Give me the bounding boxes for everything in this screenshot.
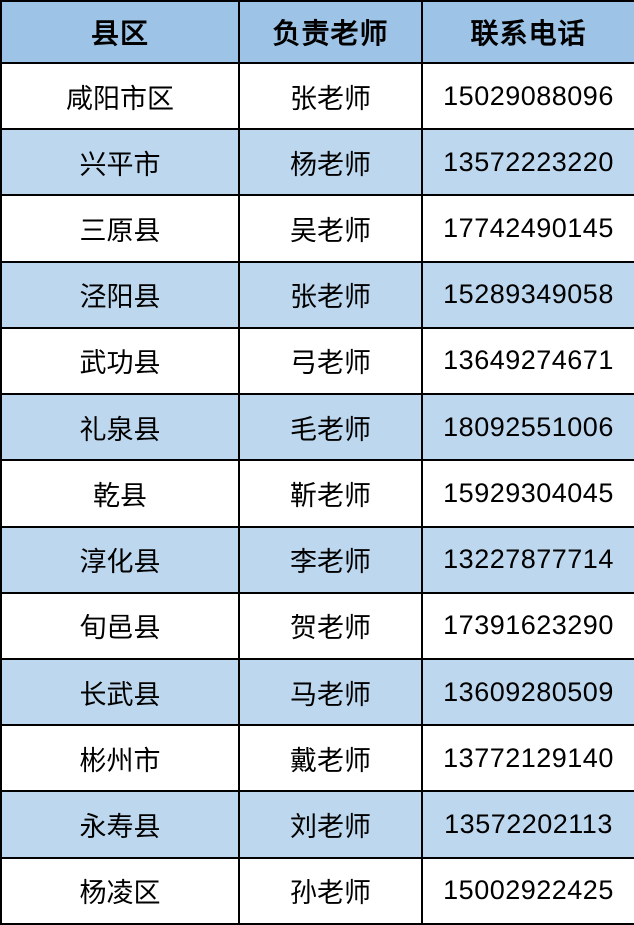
- district-cell: 淳化县: [0, 525, 240, 594]
- table-row: 乾县 靳老师 15929304045: [0, 459, 634, 528]
- district-cell: 兴平市: [0, 128, 240, 197]
- phone-cell: 13572202113: [421, 790, 634, 859]
- district-cell: 咸阳市区: [0, 61, 240, 131]
- teacher-cell: 弓老师: [238, 326, 423, 396]
- phone-cell: 17391623290: [421, 591, 634, 660]
- table-row: 淳化县 李老师 13227877714: [0, 525, 634, 594]
- table-row: 长武县 马老师 13609280509: [0, 657, 634, 727]
- teacher-cell: 马老师: [238, 657, 423, 727]
- table-row: 咸阳市区 张老师 15029088096: [0, 61, 634, 131]
- district-cell: 杨凌区: [0, 856, 240, 925]
- teacher-cell: 靳老师: [238, 459, 423, 528]
- table-row: 三原县 吴老师 17742490145: [0, 194, 634, 263]
- district-cell: 泾阳县: [0, 260, 240, 329]
- phone-cell: 13772129140: [421, 724, 634, 793]
- table-row: 彬州市 戴老师 13772129140: [0, 724, 634, 793]
- teacher-cell: 李老师: [238, 525, 423, 594]
- column-header-district: 县区: [0, 0, 240, 64]
- teacher-cell: 杨老师: [238, 128, 423, 197]
- teacher-cell: 贺老师: [238, 591, 423, 660]
- table-header-row: 县区 负责老师 联系电话: [0, 0, 634, 64]
- table-row: 永寿县 刘老师 13572202113: [0, 790, 634, 859]
- teacher-cell: 张老师: [238, 260, 423, 329]
- teacher-cell: 戴老师: [238, 724, 423, 793]
- phone-cell: 13227877714: [421, 525, 634, 594]
- phone-cell: 13609280509: [421, 657, 634, 727]
- table-row: 泾阳县 张老师 15289349058: [0, 260, 634, 329]
- district-cell: 旬邑县: [0, 591, 240, 660]
- column-header-teacher: 负责老师: [238, 0, 423, 64]
- phone-cell: 15929304045: [421, 459, 634, 528]
- district-cell: 乾县: [0, 459, 240, 528]
- teacher-cell: 刘老师: [238, 790, 423, 859]
- district-cell: 武功县: [0, 326, 240, 396]
- table-row: 武功县 弓老师 13649274671: [0, 326, 634, 396]
- phone-cell: 15289349058: [421, 260, 634, 329]
- district-cell: 永寿县: [0, 790, 240, 859]
- phone-cell: 18092551006: [421, 393, 634, 462]
- teacher-cell: 孙老师: [238, 856, 423, 925]
- table-row: 礼泉县 毛老师 18092551006: [0, 393, 634, 462]
- district-cell: 长武县: [0, 657, 240, 727]
- column-header-phone: 联系电话: [421, 0, 634, 64]
- phone-cell: 13649274671: [421, 326, 634, 396]
- district-cell: 三原县: [0, 194, 240, 263]
- teacher-cell: 毛老师: [238, 393, 423, 462]
- table-row: 杨凌区 孙老师 15002922425: [0, 856, 634, 925]
- district-cell: 礼泉县: [0, 393, 240, 462]
- phone-cell: 13572223220: [421, 128, 634, 197]
- table-row: 兴平市 杨老师 13572223220: [0, 128, 634, 197]
- district-cell: 彬州市: [0, 724, 240, 793]
- phone-cell: 17742490145: [421, 194, 634, 263]
- teacher-cell: 张老师: [238, 61, 423, 131]
- table-row: 旬邑县 贺老师 17391623290: [0, 591, 634, 660]
- teacher-cell: 吴老师: [238, 194, 423, 263]
- phone-cell: 15002922425: [421, 856, 634, 925]
- phone-cell: 15029088096: [421, 61, 634, 131]
